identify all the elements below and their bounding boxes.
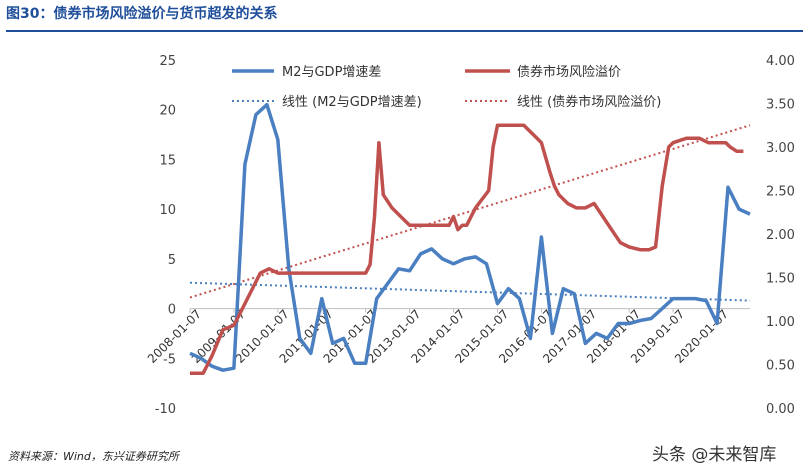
y-right-tick-7: 0.50	[766, 359, 795, 374]
y-right-tick-5: 1.50	[766, 272, 795, 287]
y-right-tick-0: 4.00	[766, 54, 795, 69]
y-left-tick-7: -10	[155, 402, 176, 417]
y-right-tick-8: 0.00	[766, 402, 795, 417]
y-right-tick-4: 2.00	[766, 228, 795, 243]
y-left-tick-4: 5	[168, 253, 176, 268]
legend: M2与GDP增速差 债券市场风险溢价 线性 (M2与GDP增速差) 线性 (债券…	[232, 64, 661, 110]
y-left-tick-3: 10	[159, 203, 176, 218]
y-left-tick-2: 15	[159, 153, 176, 168]
title-rule	[6, 30, 803, 32]
right-axis-ticks: 4.00 3.50 3.00 2.50 2.00 1.50 1.00 0.50 0.00	[766, 54, 795, 417]
y-right-tick-2: 3.00	[766, 141, 795, 156]
series-line-0	[189, 102, 751, 372]
source-note: 资料来源：Wind，东兴证券研究所	[8, 450, 179, 463]
legend-label-premium: 债券市场风险溢价	[517, 64, 621, 80]
legend-label-trend-premium: 线性 (债券市场风险溢价)	[517, 94, 661, 110]
y-right-tick-6: 1.00	[766, 315, 795, 330]
watermark: 头条 @未来智库	[652, 440, 776, 465]
series-line-1	[190, 123, 744, 375]
trendlines	[189, 124, 751, 302]
chart-title: 图30：债券市场风险溢价与货币超发的关系	[6, 6, 278, 22]
y-right-tick-1: 3.50	[766, 98, 795, 113]
legend-label-trend-m2: 线性 (M2与GDP增速差)	[282, 95, 422, 110]
trendline-0	[189, 281, 751, 302]
y-left-tick-6: -5	[163, 352, 176, 367]
series-lines	[189, 102, 751, 375]
watermark-text: 头条 @未来智库	[652, 445, 777, 465]
y-right-tick-3: 2.50	[766, 185, 795, 200]
left-axis-ticks: 25 20 15 10 5 0 -5 -10	[155, 54, 176, 417]
y-left-tick-1: 20	[159, 104, 176, 119]
y-left-tick-0: 25	[159, 54, 176, 69]
legend-label-m2: M2与GDP增速差	[282, 65, 381, 80]
y-left-tick-5: 0	[168, 303, 176, 318]
